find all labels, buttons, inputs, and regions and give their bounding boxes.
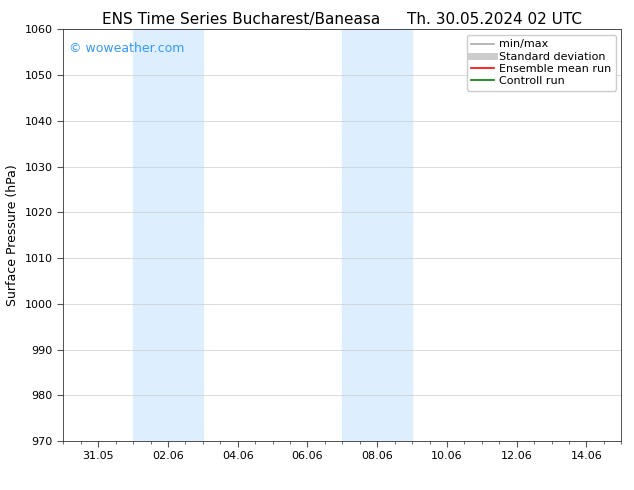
Bar [133, 29, 203, 441]
Bar [342, 29, 412, 441]
Legend: min/max, Standard deviation, Ensemble mean run, Controll run: min/max, Standard deviation, Ensemble me… [467, 35, 616, 91]
Y-axis label: Surface Pressure (hPa): Surface Pressure (hPa) [6, 164, 19, 306]
Text: ENS Time Series Bucharest/Baneasa: ENS Time Series Bucharest/Baneasa [102, 12, 380, 27]
Text: Th. 30.05.2024 02 UTC: Th. 30.05.2024 02 UTC [407, 12, 582, 27]
Text: © woweather.com: © woweather.com [69, 42, 184, 55]
